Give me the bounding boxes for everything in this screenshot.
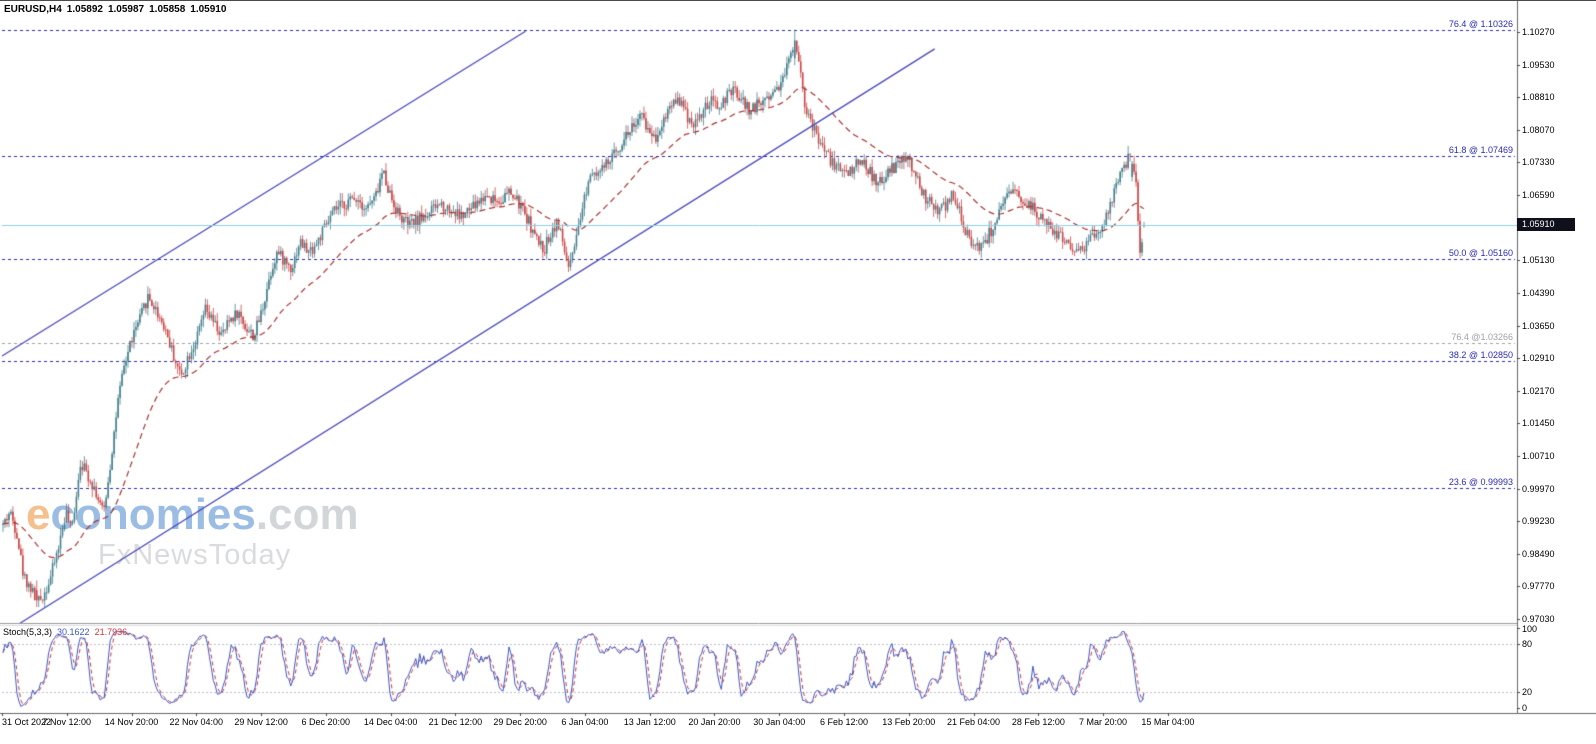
price-axis[interactable]: 1.10270 1.09530 1.08810 1.08070 1.07330 1.065… xyxy=(1517,1,1596,624)
time-axis-label: 6 Jan 04:00 xyxy=(561,717,609,727)
price-axis-label: 0.99970 xyxy=(1522,483,1555,494)
stochastic-name: Stoch(5,3,3) xyxy=(3,627,53,637)
time-axis-label: 30 Jan 04:00 xyxy=(753,717,806,727)
price-axis-label: 0.97770 xyxy=(1522,581,1555,592)
price-axis-label: 0.98490 xyxy=(1522,549,1555,560)
price-axis-label: 1.06590 xyxy=(1522,190,1555,201)
time-axis-label: 13 Jan 12:00 xyxy=(623,717,676,727)
price-axis-label: 1.08070 xyxy=(1522,124,1555,135)
price-axis-label: 1.02170 xyxy=(1522,386,1555,397)
time-axis-label: 29 Nov 12:00 xyxy=(234,717,288,727)
high-value: 1.05987 xyxy=(107,4,145,15)
price-axis-label: 1.01450 xyxy=(1522,418,1555,429)
stochastic-axis-label: 80 xyxy=(1522,639,1533,649)
symbol-timeframe: EURUSD,H4 xyxy=(4,4,62,15)
time-axis-label: 14 Nov 20:00 xyxy=(104,717,159,727)
ohlc-header: EURUSD,H4 1.05892 1.05987 1.05858 1.05910 xyxy=(4,4,226,15)
time-axis-label: 13 Feb 20:00 xyxy=(882,717,936,727)
price-axis-label: 1.00710 xyxy=(1522,450,1555,461)
price-axis-label: 1.10270 xyxy=(1522,27,1555,38)
price-axis-label: 1.02910 xyxy=(1522,353,1555,364)
price-axis-label: 0.99230 xyxy=(1522,516,1555,527)
stochastic-label: Stoch(5,3,3) 30.1622 21.7936 xyxy=(3,627,132,637)
time-axis-label: 31 Oct 2022 xyxy=(2,717,52,727)
stochastic-axis-label: 20 xyxy=(1522,687,1533,697)
current-price-tag: 1.05910 xyxy=(1517,218,1575,232)
price-axis-label: 1.05130 xyxy=(1522,254,1555,265)
time-axis-label: 28 Feb 12:00 xyxy=(1011,717,1065,727)
low-value: 1.05858 xyxy=(149,4,186,15)
time-axis-label: 6 Dec 20:00 xyxy=(301,717,351,727)
time-axis-label: 20 Jan 20:00 xyxy=(688,717,741,727)
time-axis-label: 14 Dec 04:00 xyxy=(363,717,418,727)
price-axis-label: 1.04390 xyxy=(1522,287,1555,298)
time-axis-label: 22 Nov 04:00 xyxy=(169,717,224,727)
open-value: 1.05892 xyxy=(66,4,103,15)
stochastic-main-value: 30.1622 xyxy=(57,627,90,637)
stochastic-signal-value: 21.7936 xyxy=(94,627,128,637)
close-value: 1.05910 xyxy=(190,4,227,15)
price-axis-label: 0.97030 xyxy=(1522,614,1555,624)
time-axis-label: 6 Feb 12:00 xyxy=(820,717,869,727)
time-axis-label: 15 Mar 04:00 xyxy=(1141,717,1195,727)
stochastic-axis[interactable]: 100 80 20 0 xyxy=(1517,623,1596,713)
stochastic-axis-label: 0 xyxy=(1522,703,1528,713)
price-axis-label: 1.09530 xyxy=(1522,59,1555,70)
time-axis[interactable]: 31 Oct 2022 7 Nov 12:00 14 Nov 20:00 22 Nov… xyxy=(0,714,1596,744)
stochastic-axis-label: 100 xyxy=(1522,624,1538,634)
time-axis-label: 21 Dec 12:00 xyxy=(428,717,483,727)
time-axis-label: 7 Mar 20:00 xyxy=(1079,717,1128,727)
time-axis-label: 29 Dec 20:00 xyxy=(493,717,547,727)
time-axis-label: 21 Feb 04:00 xyxy=(947,717,1001,727)
time-axis-label: 7 Nov 12:00 xyxy=(42,717,92,727)
price-axis-label: 1.07330 xyxy=(1522,157,1555,168)
price-axis-label: 1.08810 xyxy=(1522,91,1555,102)
price-axis-label: 1.03650 xyxy=(1522,320,1555,331)
